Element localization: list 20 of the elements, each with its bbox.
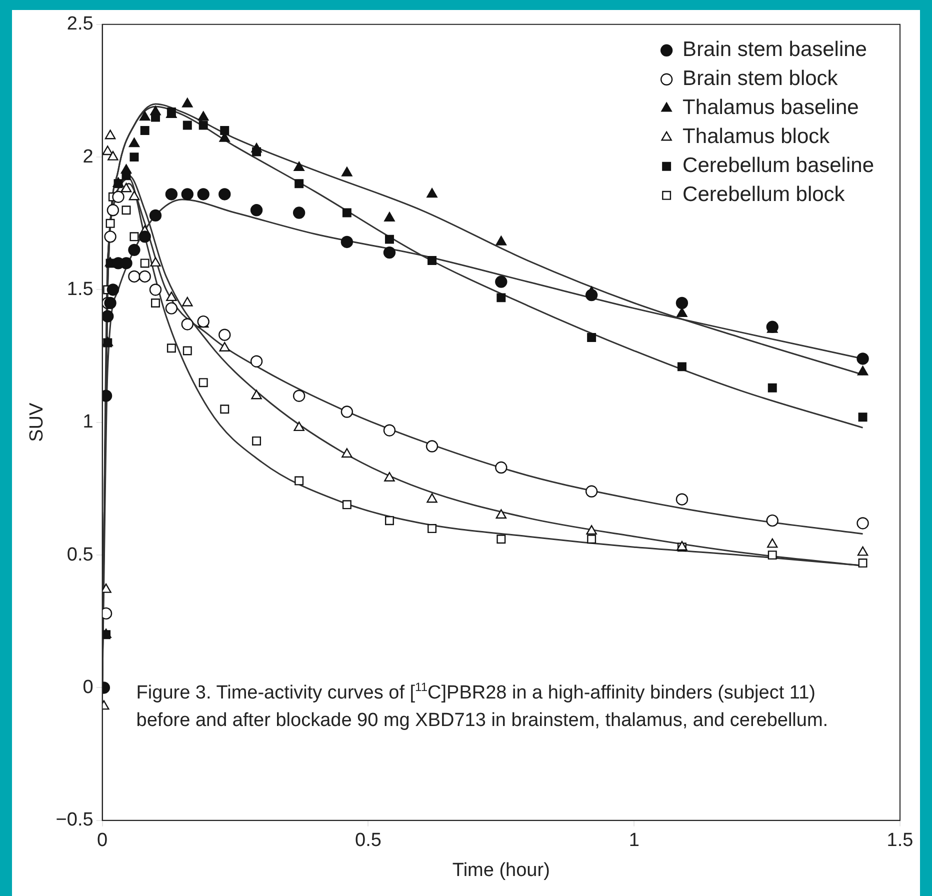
x-tick-label: 0.5 [354,830,382,852]
y-tick-label: 2.5 [66,14,94,35]
y-tick-label: 0.5 [66,544,94,566]
x-tick-label: 1.5 [886,830,914,852]
y-tick-label: −0.5 [56,810,94,831]
legend-label: Cerebellum baseline [682,154,874,178]
x-tick-label: 1 [628,830,640,852]
annotation: Figure 3. Time-activity curves of [$^{11}$C]PBR28 in a high-affinity binders (subject 11) before and after blockade 90 mg XBD713 in brainstem, thalamus, and cerebellum. [130,670,872,738]
legend-label: Brain stem baseline [682,38,867,62]
y-tick-label: 1.5 [66,278,94,300]
legend-label: Cerebellum block [682,183,846,206]
y-tick-label: 0 [82,676,94,698]
y-tick-label: 2 [82,146,94,168]
legend-label: Thalamus baseline [682,96,859,120]
y-tick-label: 1 [82,412,94,433]
x-tick-label: 0 [97,830,108,852]
x-axis-title: Time (hour) [452,860,550,881]
legend-label: Thalamus block [682,125,830,148]
y-axis-title: SUV [26,402,48,442]
legend-label: Brain stem block [682,67,838,90]
